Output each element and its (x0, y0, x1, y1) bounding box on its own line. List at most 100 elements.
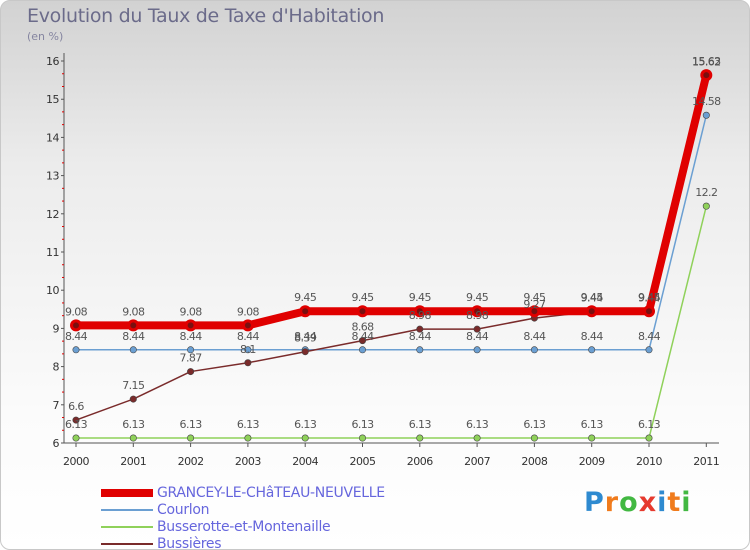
data-point (416, 325, 424, 333)
data-label: 14.58 (692, 95, 721, 108)
legend-label: Courlon (157, 502, 210, 518)
data-point (645, 434, 653, 442)
legend-label: Bussières (157, 536, 222, 550)
data-label: 6.13 (466, 418, 489, 431)
series-line (76, 74, 711, 330)
logo-letter: t (667, 487, 682, 518)
data-label: 9.08 (237, 305, 260, 318)
data-point (702, 111, 710, 119)
data-label: 9.08 (65, 305, 88, 318)
data-label: 6.13 (65, 418, 88, 431)
data-label: 6.13 (581, 418, 604, 431)
x-tick-label: 2000 (63, 455, 89, 468)
unit-label: (en %) (27, 30, 64, 43)
proxiti-logo: Proxiti (584, 487, 692, 518)
data-label: 8.44 (351, 330, 374, 343)
data-label: 8.44 (294, 330, 317, 343)
data-point (645, 346, 653, 354)
logo-letter: P (584, 487, 605, 518)
y-tick-label: 13 (46, 170, 59, 183)
data-point (244, 346, 252, 354)
series-lines (75, 74, 711, 439)
data-point (187, 368, 195, 376)
y-tick-label: 11 (46, 246, 59, 259)
data-point (72, 346, 80, 354)
y-tick-label: 9 (53, 322, 60, 335)
data-label: 9.45 (581, 291, 604, 304)
data-point (129, 434, 137, 442)
x-tick-label: 2010 (636, 455, 662, 468)
x-tick-label: 2007 (464, 455, 490, 468)
chart-title: Evolution du Taux de Taxe d'Habitation (27, 5, 385, 27)
data-point (473, 346, 481, 354)
data-label: 15.63 (692, 55, 721, 68)
y-tick-label: 16 (46, 55, 59, 68)
data-point (72, 416, 80, 424)
data-point (72, 434, 80, 442)
data-point (301, 348, 309, 356)
data-label: 8.44 (409, 330, 432, 343)
x-tick-label: 2011 (693, 455, 719, 468)
legend-label: Busserotte-et-Montenaille (157, 519, 331, 535)
data-label: 8.44 (180, 330, 203, 343)
data-label: 8.44 (581, 330, 604, 343)
logo-letter: i (681, 487, 692, 518)
legend-swatch (101, 489, 153, 497)
data-label: 8.44 (523, 330, 546, 343)
data-label: 15.62 (692, 56, 721, 69)
data-label: 8.98 (409, 309, 432, 322)
y-tick-label: 6 (53, 437, 60, 450)
data-point-center (130, 322, 137, 329)
data-label: 9.44 (581, 292, 604, 305)
data-label: 9.44 (638, 292, 661, 305)
data-label: 6.13 (409, 418, 432, 431)
x-tick-label: 2009 (579, 455, 605, 468)
x-tick-label: 2008 (521, 455, 547, 468)
data-label: 9.27 (523, 298, 546, 311)
data-label: 9.45 (466, 291, 489, 304)
data-point (473, 434, 481, 442)
data-label: 9.08 (180, 305, 203, 318)
data-label: 6.13 (122, 418, 145, 431)
y-tick-label: 12 (46, 208, 59, 221)
data-point-center (474, 308, 481, 315)
x-tick-label: 2005 (350, 455, 376, 468)
data-label: 9.45 (523, 291, 546, 304)
logo-letter: x (638, 487, 658, 518)
data-label: 8.44 (237, 330, 260, 343)
series-line (76, 115, 708, 351)
data-label: 6.13 (351, 418, 374, 431)
data-point-center (531, 308, 538, 315)
data-point (244, 359, 252, 367)
data-point (588, 346, 596, 354)
data-point (358, 346, 366, 354)
axes: 6 7 8 9 10 11 12 13 14 15 16 2000 2001 2002 2003 2004 20… (46, 53, 720, 468)
x-tick-label: 2004 (292, 455, 318, 468)
data-label: 6.13 (638, 418, 661, 431)
data-label: 6.13 (523, 418, 546, 431)
data-point (416, 434, 424, 442)
y-tick-label: 7 (53, 399, 60, 412)
data-label: 9.08 (122, 305, 145, 318)
data-point (358, 337, 366, 345)
logo-letter: i (657, 487, 668, 518)
data-point (301, 434, 309, 442)
data-label: 8.44 (65, 330, 88, 343)
data-point (129, 395, 137, 403)
x-tick-label: 2001 (120, 455, 146, 468)
series-line (75, 75, 708, 421)
data-point (702, 202, 710, 210)
data-point-center (588, 308, 595, 315)
data-label: 8.1 (240, 343, 256, 356)
data-point (129, 346, 137, 354)
data-point-center (244, 322, 251, 329)
data-label: 9.45 (638, 291, 661, 304)
data-labels: 6.13 6.13 6.13 6.13 6.13 6.13 6.13 6.13 6.13 6.13… (65, 55, 722, 431)
data-point (416, 346, 424, 354)
x-tick-label: 2006 (407, 455, 433, 468)
data-label: 9.45 (351, 291, 374, 304)
y-tick-label: 15 (46, 93, 59, 106)
data-point (530, 434, 538, 442)
legend-swatch (101, 509, 153, 511)
